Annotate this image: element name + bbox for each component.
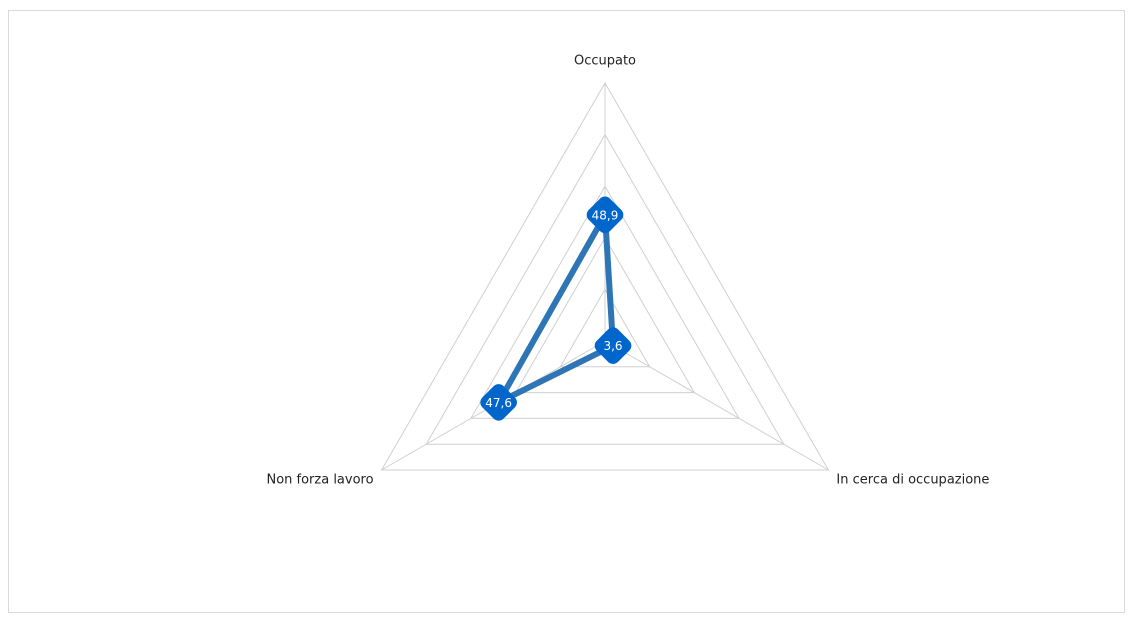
grid-ring xyxy=(559,288,651,368)
category-label: Non forza lavoro xyxy=(266,473,373,488)
grid-ring xyxy=(425,133,785,445)
category-label: In cerca di occupazione xyxy=(836,473,989,488)
chart-border xyxy=(8,10,1125,613)
marker xyxy=(480,384,517,421)
value-label: 48,9 xyxy=(592,208,619,222)
value-label: 47,6 xyxy=(485,396,512,410)
grid-ring xyxy=(470,185,740,419)
marker xyxy=(586,196,624,234)
grid-ring xyxy=(380,82,830,471)
axis-spoke xyxy=(604,340,829,471)
series-line xyxy=(495,211,617,406)
grid-ring xyxy=(514,236,696,394)
marker xyxy=(594,327,632,364)
category-label: Occupato xyxy=(574,54,636,69)
value-label: 3,6 xyxy=(603,339,622,353)
